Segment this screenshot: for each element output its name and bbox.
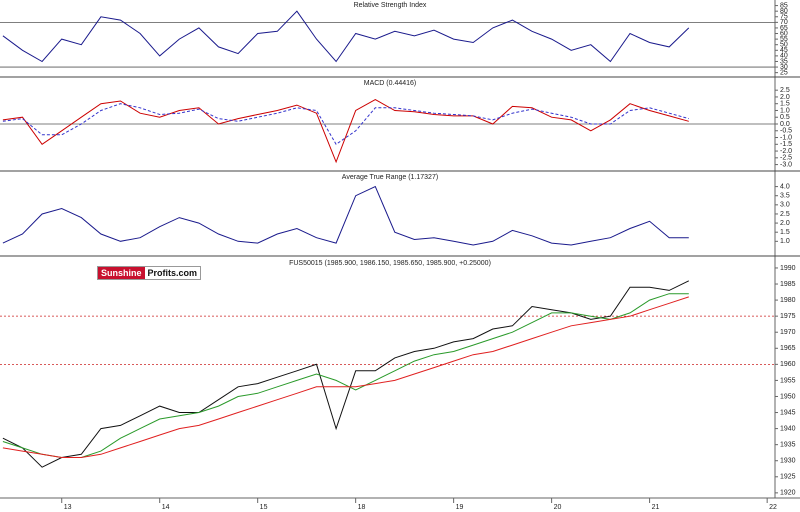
series-line <box>2 280 690 468</box>
y-tick-label: 1940 <box>780 425 796 432</box>
y-tick-label: 1990 <box>780 265 796 272</box>
y-tick-label: 1920 <box>780 490 796 497</box>
logo-part: Profits.com <box>147 268 198 278</box>
y-tick-label: 45 <box>780 47 788 54</box>
y-tick-label: 1970 <box>780 329 796 336</box>
y-tick-label: 60 <box>780 30 788 37</box>
y-tick-label: 2.5 <box>780 87 790 94</box>
y-tick-label: 1950 <box>780 393 796 400</box>
y-tick-label: 2.0 <box>780 220 790 227</box>
y-tick-label: -3.0 <box>780 161 792 168</box>
y-tick-label: 0.5 <box>780 114 790 121</box>
y-tick-label: 50 <box>780 42 788 49</box>
series-line <box>2 185 689 246</box>
y-tick-label: 3.0 <box>780 202 790 209</box>
y-tick-label: 1.5 <box>780 101 790 108</box>
y-tick-label: 1.0 <box>780 107 790 114</box>
y-tick-label: 1925 <box>780 474 796 481</box>
panel-title: MACD (0.44416) <box>364 80 417 87</box>
panel-title: Average True Range (1.17327) <box>342 174 438 181</box>
series-line <box>2 293 689 458</box>
x-tick-label: 18 <box>358 504 366 511</box>
y-tick-label: 35 <box>780 58 788 65</box>
panel-title: Relative Strength Index <box>354 2 427 9</box>
y-tick-label: -1.5 <box>780 141 792 148</box>
y-tick-label: 1930 <box>780 458 796 465</box>
y-tick-label: 40 <box>780 53 788 60</box>
y-tick-label: 1965 <box>780 345 796 352</box>
x-tick-label: 21 <box>652 504 660 511</box>
x-tick-label: 19 <box>456 504 464 511</box>
x-tick-label: 14 <box>162 504 170 511</box>
y-tick-label: 1985 <box>780 281 796 288</box>
y-tick-label: -2.0 <box>780 148 792 155</box>
series-line <box>2 99 689 164</box>
y-tick-label: 1980 <box>780 297 796 304</box>
series-line <box>2 296 689 458</box>
y-tick-label: 1945 <box>780 409 796 416</box>
y-tick-label: 65 <box>780 25 788 32</box>
logo-part: Sunshine <box>98 267 145 279</box>
y-tick-label: 80 <box>780 8 788 15</box>
x-tick-label: 15 <box>260 504 268 511</box>
x-tick-label: 20 <box>554 504 562 511</box>
y-tick-label: 85 <box>780 2 788 9</box>
y-tick-label: 2.0 <box>780 94 790 101</box>
y-tick-label: 75 <box>780 14 788 21</box>
logo: Sunshine Profits.com <box>97 266 202 280</box>
y-tick-label: 1935 <box>780 442 796 449</box>
series-line <box>2 10 690 63</box>
x-tick-label: 22 <box>769 504 777 511</box>
y-tick-label: -0.5 <box>780 128 792 135</box>
x-tick-label: 13 <box>64 504 72 511</box>
y-tick-label: 0.0 <box>780 121 790 128</box>
y-tick-label: 1975 <box>780 313 796 320</box>
y-tick-label: 3.5 <box>780 193 790 200</box>
y-tick-label: 4.0 <box>780 183 790 190</box>
y-tick-label: 1955 <box>780 377 796 384</box>
y-tick-label: 25 <box>780 69 788 76</box>
y-tick-label: 1.5 <box>780 229 790 236</box>
y-tick-label: 1.0 <box>780 238 790 245</box>
panel-title: FUS50015 (1985.900, 1986.150, 1985.650, … <box>289 260 491 267</box>
y-tick-label: 55 <box>780 36 788 43</box>
y-tick-label: 70 <box>780 19 788 26</box>
y-tick-label: 1960 <box>780 361 796 368</box>
y-tick-label: 30 <box>780 64 788 71</box>
y-tick-label: -2.5 <box>780 155 792 162</box>
y-tick-label: 2.5 <box>780 211 790 218</box>
y-tick-label: -1.0 <box>780 134 792 141</box>
